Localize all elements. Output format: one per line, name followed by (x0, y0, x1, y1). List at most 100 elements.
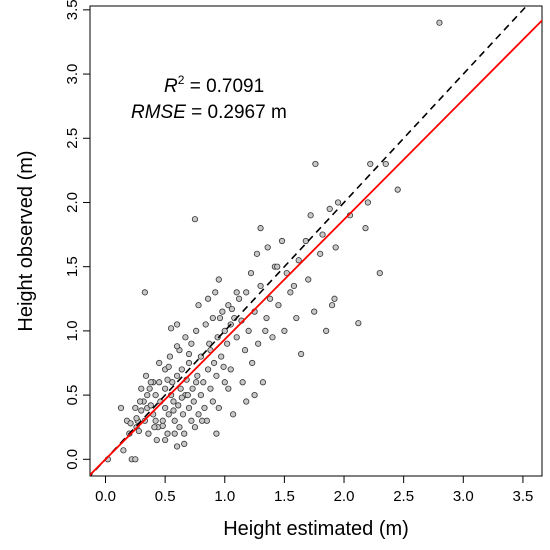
data-point (219, 308, 226, 315)
data-point (144, 391, 151, 399)
data-point (132, 456, 139, 463)
y-tick-label: 0.0 (64, 449, 81, 470)
data-point (243, 398, 250, 405)
data-point (173, 372, 181, 379)
data-point (436, 19, 443, 26)
data-point (193, 379, 200, 386)
y-tick-label: 2.0 (64, 192, 81, 213)
data-point (221, 379, 228, 386)
data-point (159, 417, 166, 424)
data-point (215, 276, 222, 283)
data-point (216, 314, 224, 322)
data-point (212, 289, 219, 296)
data-point (141, 289, 148, 296)
data-point (257, 282, 264, 290)
y-tick-label: 3.5 (64, 0, 81, 20)
data-point (210, 359, 218, 367)
data-point (145, 430, 152, 437)
regression-line (90, 19, 542, 476)
data-point (120, 447, 127, 454)
data-point (214, 334, 221, 341)
data-point (173, 343, 181, 350)
data-point (264, 244, 271, 251)
data-point (176, 424, 183, 431)
data-point (165, 363, 172, 370)
data-point (331, 295, 338, 302)
data-point (290, 282, 298, 290)
data-point (266, 295, 274, 302)
data-point (167, 325, 175, 332)
data-point (188, 417, 195, 424)
data-point (164, 376, 171, 383)
data-point (249, 359, 256, 367)
data-point (355, 320, 362, 327)
data-point (221, 327, 228, 334)
data-point (179, 411, 187, 418)
data-point (293, 314, 300, 322)
data-point (243, 289, 250, 296)
data-point (204, 366, 212, 373)
data-point (213, 372, 220, 379)
data-point (332, 244, 339, 251)
data-point (162, 404, 169, 412)
data-point (251, 391, 258, 399)
data-point (334, 199, 342, 206)
data-point (263, 314, 270, 322)
data-point (209, 398, 216, 405)
data-point (132, 404, 139, 412)
data-point (326, 205, 333, 212)
data-point (133, 415, 140, 422)
data-point (182, 334, 189, 341)
data-point (188, 340, 195, 347)
one-to-one-line (90, 6, 528, 476)
data-point (233, 289, 240, 296)
data-point (253, 250, 261, 257)
y-tick-label: 3.0 (64, 64, 81, 85)
data-point (170, 398, 177, 405)
y-axis: 0.0 0.5 1.0 1.5 2.0 2.5 3.0 3.5 (64, 0, 90, 470)
data-point (233, 334, 240, 341)
data-point (235, 295, 243, 302)
y-tick-label: 1.5 (64, 256, 81, 277)
data-point (195, 302, 202, 309)
data-point (281, 327, 288, 334)
data-point (165, 411, 172, 418)
y-tick-label: 1.0 (64, 320, 81, 341)
data-point (173, 321, 181, 328)
data-point (367, 160, 374, 168)
data-point (136, 398, 144, 405)
data-point (170, 407, 177, 414)
data-point (362, 225, 369, 232)
data-point (138, 407, 145, 414)
data-point (230, 411, 237, 418)
data-point (224, 340, 231, 347)
y-axis-title: Height observed (m) (15, 150, 37, 331)
data-point (193, 327, 200, 334)
data-point (225, 302, 232, 309)
data-point (189, 385, 196, 392)
data-point (199, 417, 206, 424)
data-point (191, 216, 199, 223)
data-point (159, 422, 166, 430)
x-axis-title: Height estimated (m) (223, 518, 409, 540)
data-point (295, 257, 302, 264)
data-point (319, 231, 326, 238)
data-point (207, 385, 214, 392)
data-point (225, 385, 232, 392)
data-point (257, 225, 264, 232)
data-point (185, 359, 193, 367)
data-point (255, 340, 262, 347)
data-point (215, 404, 222, 412)
data-point (202, 321, 209, 328)
rmse-annotation: RMSE = 0.2967 m (131, 102, 287, 123)
data-point (305, 276, 312, 283)
data-point (153, 436, 160, 444)
data-point (227, 366, 234, 373)
x-axis: 0.0 0.5 1.0 1.5 2.0 2.5 3.0 3.5 (95, 476, 533, 505)
data-point (228, 305, 236, 313)
data-point (162, 436, 169, 444)
data-point (204, 295, 212, 302)
data-point (307, 212, 314, 219)
